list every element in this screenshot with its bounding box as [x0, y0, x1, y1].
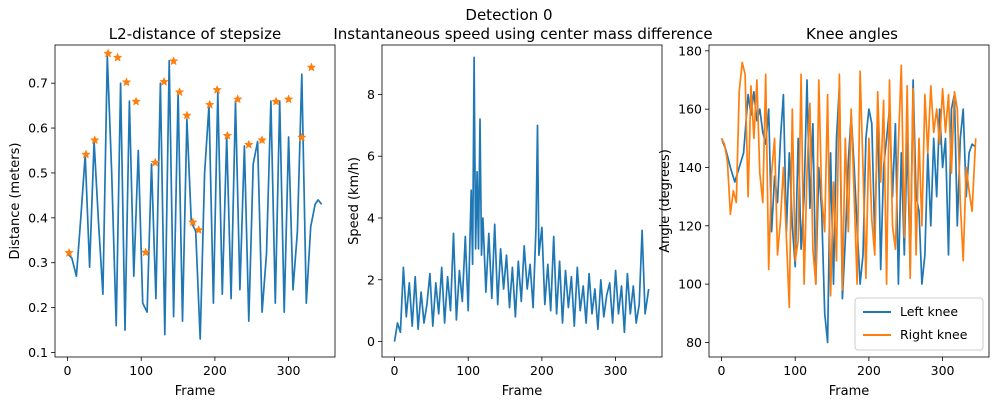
y-tick-label: 4 — [367, 210, 375, 225]
peak-marker — [212, 84, 222, 95]
peak-marker — [222, 130, 233, 140]
series-line-0 — [66, 55, 323, 340]
y-tick-label: 0.3 — [28, 255, 48, 270]
axes-frame — [381, 44, 663, 358]
peak-marker — [112, 52, 123, 62]
y-axis-label: Distance (meters) — [8, 143, 23, 260]
y-tick-label: 0.1 — [28, 345, 48, 360]
peak-marker — [297, 132, 307, 142]
y-tick-label: 0.5 — [28, 165, 48, 180]
legend: Left knee Right knee — [854, 297, 984, 351]
x-tick-label: 300 — [931, 363, 955, 378]
peak-marker — [243, 139, 254, 149]
x-axis-label: Frame — [175, 384, 216, 399]
y-tick-label: 160 — [678, 102, 702, 117]
x-tick-label: 0 — [391, 363, 399, 378]
x-tick-label: 100 — [783, 363, 807, 378]
peak-marker — [182, 110, 192, 120]
panel-title: L2-distance of stepsize — [109, 25, 281, 43]
peak-marker — [81, 149, 91, 159]
x-tick-label: 100 — [129, 363, 153, 378]
panel-stepsize-distance: L2-distance of stepsize Frame Distance (… — [8, 25, 336, 399]
y-tick-label: 6 — [367, 149, 375, 164]
peak-marker — [150, 157, 161, 167]
panel-title: Instantaneous speed using center mass di… — [333, 25, 712, 43]
y-tick-label: 0.6 — [28, 121, 48, 136]
peak-marker — [187, 217, 198, 227]
peak-marker — [89, 135, 100, 145]
x-tick-label: 200 — [203, 363, 227, 378]
plot-area — [720, 61, 977, 344]
peak-marker — [306, 62, 317, 72]
peak-marker — [204, 99, 215, 109]
plot-area — [64, 48, 323, 340]
peak-marker — [174, 86, 185, 97]
legend-label-left-knee: Left knee — [900, 304, 958, 319]
series-line-right-knee — [720, 61, 977, 309]
y-tick-label: 0.4 — [28, 210, 48, 225]
axes-frame — [708, 44, 990, 358]
y-tick-label: 120 — [678, 218, 702, 233]
y-tick-label: 0.7 — [28, 76, 48, 91]
y-tick-label: 0 — [367, 334, 375, 349]
x-tick-label: 200 — [857, 363, 881, 378]
panel-instantaneous-speed: Instantaneous speed using center mass di… — [333, 25, 712, 399]
peak-marker — [121, 77, 132, 87]
x-tick-label: 300 — [277, 363, 301, 378]
series-line-0 — [393, 56, 650, 342]
x-axis-label: Frame — [829, 384, 870, 399]
x-tick-label: 0 — [64, 363, 72, 378]
peak-marker — [257, 135, 267, 145]
peak-marker — [64, 247, 74, 257]
plot-area — [393, 56, 650, 342]
y-tick-label: 140 — [678, 160, 702, 175]
y-axis-label: Speed (km/h) — [347, 157, 362, 245]
panel-knee-angles: Knee angles Frame Angle (degrees) Left k… — [658, 25, 990, 399]
y-tick-label: 180 — [678, 43, 702, 58]
y-tick-label: 2 — [367, 272, 375, 287]
peak-marker — [159, 76, 169, 86]
y-tick-label: 100 — [678, 277, 702, 292]
y-tick-label: 8 — [367, 87, 375, 102]
peak-marker — [103, 48, 113, 58]
legend-label-right-knee: Right knee — [900, 327, 968, 342]
peak-marker — [140, 247, 151, 257]
peak-marker — [271, 96, 281, 106]
peak-marker — [283, 94, 294, 104]
peak-marker — [131, 96, 141, 106]
x-tick-label: 300 — [604, 363, 628, 378]
peak-marker — [193, 224, 204, 235]
y-axis-label: Angle (degrees) — [658, 149, 673, 253]
panel-title: Knee angles — [806, 25, 898, 43]
peak-marker — [232, 94, 243, 104]
x-axis-label: Frame — [502, 384, 543, 399]
x-tick-label: 200 — [530, 363, 554, 378]
peak-marker — [168, 56, 179, 66]
y-tick-label: 0.2 — [28, 300, 48, 315]
x-tick-label: 0 — [718, 363, 726, 378]
axes-frame — [54, 44, 336, 358]
figure-suptitle: Detection 0 — [465, 6, 552, 24]
x-tick-label: 100 — [456, 363, 480, 378]
y-tick-label: 80 — [686, 335, 702, 350]
